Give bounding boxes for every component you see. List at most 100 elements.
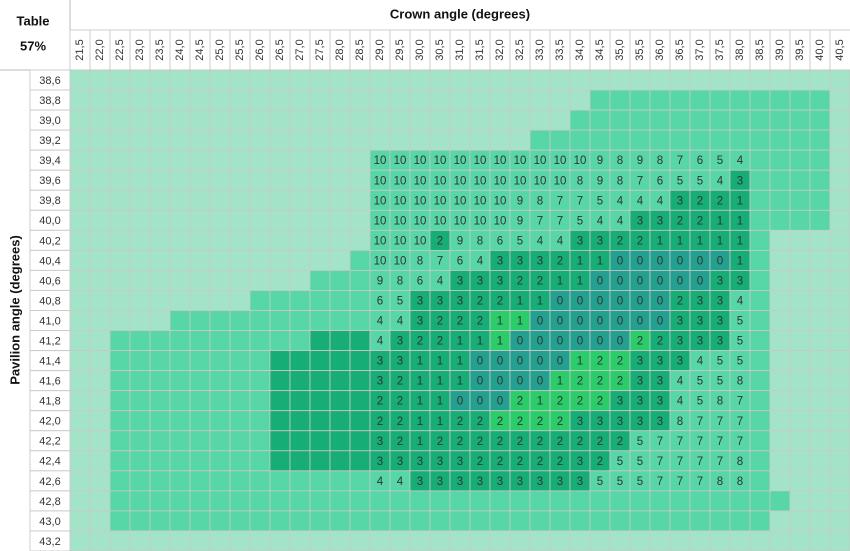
cell-value: 0 [597,296,603,308]
cell [149,290,171,311]
cell [69,209,91,231]
cell-value: 2 [597,436,603,448]
cell-value: 6 [657,175,663,187]
cell [729,490,751,512]
cell-value: 2 [497,296,503,308]
cell [809,209,831,231]
cell-value: 1 [717,235,723,247]
cell [749,189,771,211]
cell [169,410,191,432]
cell-value: 2 [437,316,443,328]
cell [409,510,431,532]
cell [789,229,811,251]
cell [789,169,811,191]
cell [489,530,511,551]
cell-value: 3 [697,316,703,328]
cell-value: 6 [377,296,383,308]
cell [309,310,331,331]
cell [469,69,491,91]
cell [89,430,111,452]
row-label: 42,0 [39,416,60,428]
cell [169,470,191,492]
cell [69,350,91,372]
cell-value: 0 [577,336,583,348]
cell [389,510,411,532]
cell-value: 0 [477,356,483,368]
cell [749,129,771,151]
cell-value: 2 [617,356,623,368]
cell [89,330,111,351]
cell-value: 10 [374,255,387,267]
cell [149,310,171,331]
cell-value: 10 [534,155,547,167]
cell-value: 3 [717,296,723,308]
cell [749,209,771,231]
cell [749,370,771,392]
cell-value: 2 [637,235,643,247]
cell [609,490,631,512]
cell-value: 10 [514,175,527,187]
cell-value: 0 [497,356,503,368]
cell [449,490,471,512]
cell [189,189,211,211]
cell [789,450,811,472]
cell [789,510,811,532]
cell [309,129,331,151]
cell [509,109,531,131]
cell [189,490,211,512]
cell-value: 0 [537,336,543,348]
cell [289,129,311,151]
cell [229,249,251,271]
cell [229,229,251,251]
cell [809,430,831,452]
row-label: 40,8 [39,295,60,307]
cell [329,249,351,271]
cell [89,89,111,111]
cell-value: 3 [397,356,403,368]
cell-value: 7 [637,175,643,187]
cell [69,249,91,271]
cell-value: 2 [557,436,563,448]
cell [149,390,171,412]
cell-value: 1 [437,416,443,428]
cell [769,330,791,351]
cell [809,69,831,91]
cell [249,249,271,271]
row-label: 43,0 [39,516,60,528]
cell [69,69,91,91]
cell [349,330,371,351]
cell-value: 7 [737,436,743,448]
cell-value: 2 [717,195,723,207]
cell [349,430,371,452]
cell [689,510,711,532]
cell-value: 0 [537,376,543,388]
cell [129,450,151,472]
cell [109,510,131,532]
cell-value: 4 [617,215,624,227]
cell [369,129,391,151]
cell [229,370,251,392]
cell [149,350,171,372]
cell [769,169,791,191]
cell [169,249,191,271]
cell [269,430,291,452]
cell [329,350,351,372]
cell [829,350,850,372]
cell [209,390,231,412]
cell [149,330,171,351]
cell [209,69,231,91]
cell [749,290,771,311]
cell [209,510,231,532]
cell [129,189,151,211]
cell [709,490,731,512]
cell-value: 2 [397,376,403,388]
cell [129,270,151,291]
cell [829,330,850,351]
cell-value: 3 [637,396,643,408]
cell [709,129,731,151]
cell [429,510,451,532]
cell [229,69,251,91]
cell [429,69,451,91]
cell [329,189,351,211]
cell [349,510,371,532]
